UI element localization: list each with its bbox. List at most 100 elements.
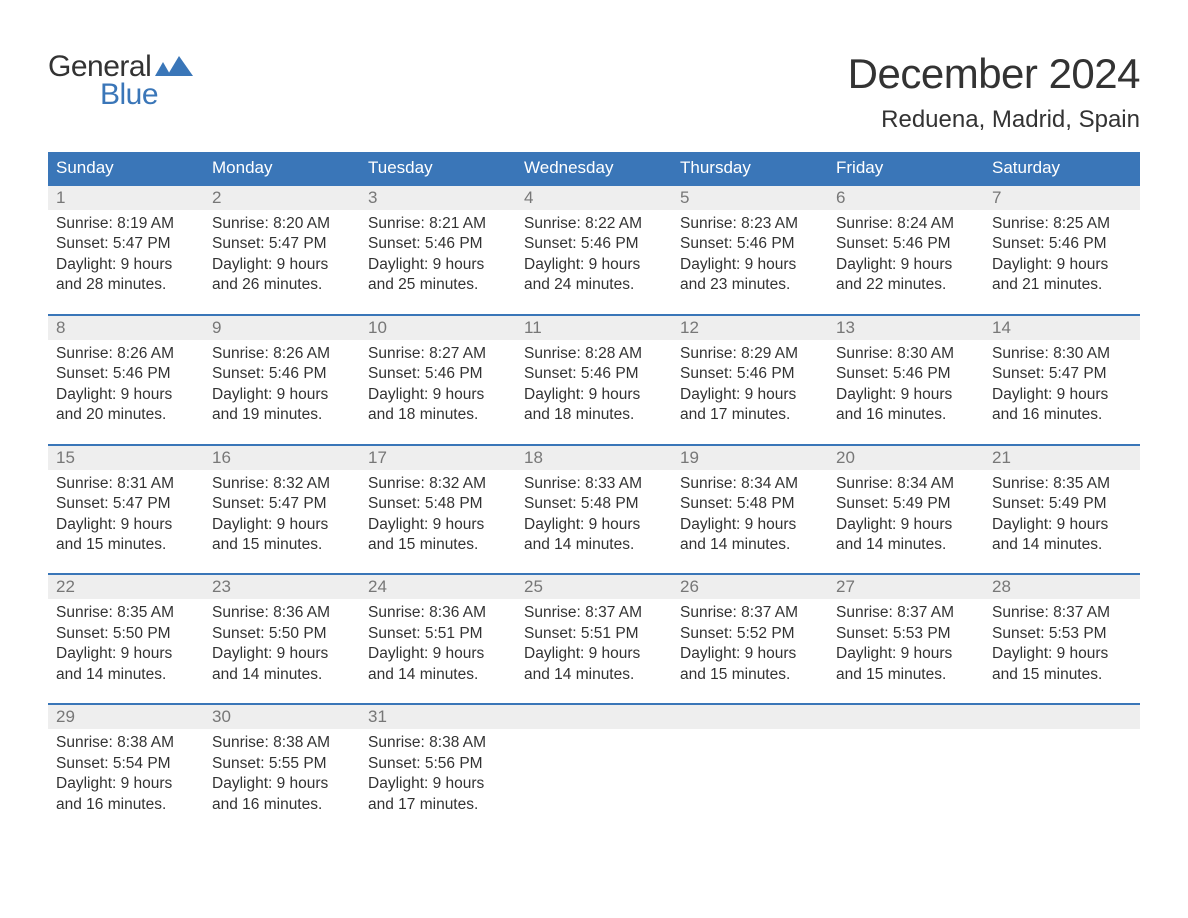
day-cell: Sunrise: 8:38 AMSunset: 5:56 PMDaylight:… (360, 729, 516, 815)
daylight-line: Daylight: 9 hours and 18 minutes. (524, 385, 664, 426)
daynum-row: 891011121314 (48, 316, 1140, 340)
daylight-line: Daylight: 9 hours and 14 minutes. (212, 644, 352, 685)
sunset-line: Sunset: 5:55 PM (212, 754, 352, 774)
sunset-line: Sunset: 5:56 PM (368, 754, 508, 774)
day-cell: Sunrise: 8:37 AMSunset: 5:52 PMDaylight:… (672, 599, 828, 685)
day-number: 19 (672, 446, 828, 470)
day-cell: Sunrise: 8:23 AMSunset: 5:46 PMDaylight:… (672, 210, 828, 296)
daylight-line: Daylight: 9 hours and 14 minutes. (56, 644, 196, 685)
day-cell: Sunrise: 8:36 AMSunset: 5:51 PMDaylight:… (360, 599, 516, 685)
day-number: 17 (360, 446, 516, 470)
day-header-cell: Thursday (672, 152, 828, 184)
day-cell: Sunrise: 8:26 AMSunset: 5:46 PMDaylight:… (204, 340, 360, 426)
sunrise-line: Sunrise: 8:33 AM (524, 474, 664, 494)
day-cell: Sunrise: 8:28 AMSunset: 5:46 PMDaylight:… (516, 340, 672, 426)
sunset-line: Sunset: 5:46 PM (992, 234, 1132, 254)
day-number: 3 (360, 186, 516, 210)
sunset-line: Sunset: 5:50 PM (56, 624, 196, 644)
day-body-row: Sunrise: 8:35 AMSunset: 5:50 PMDaylight:… (48, 599, 1140, 685)
sunrise-line: Sunrise: 8:30 AM (992, 344, 1132, 364)
sunrise-line: Sunrise: 8:29 AM (680, 344, 820, 364)
daylight-line: Daylight: 9 hours and 17 minutes. (368, 774, 508, 815)
day-number (672, 705, 828, 729)
sunset-line: Sunset: 5:52 PM (680, 624, 820, 644)
day-number: 6 (828, 186, 984, 210)
day-number: 18 (516, 446, 672, 470)
day-cell: Sunrise: 8:30 AMSunset: 5:46 PMDaylight:… (828, 340, 984, 426)
day-number: 2 (204, 186, 360, 210)
sunrise-line: Sunrise: 8:31 AM (56, 474, 196, 494)
day-cell: Sunrise: 8:30 AMSunset: 5:47 PMDaylight:… (984, 340, 1140, 426)
day-header-cell: Saturday (984, 152, 1140, 184)
sunset-line: Sunset: 5:49 PM (836, 494, 976, 514)
day-number: 10 (360, 316, 516, 340)
sunrise-line: Sunrise: 8:35 AM (992, 474, 1132, 494)
day-number: 25 (516, 575, 672, 599)
sunrise-line: Sunrise: 8:25 AM (992, 214, 1132, 234)
daylight-line: Daylight: 9 hours and 25 minutes. (368, 255, 508, 296)
sunset-line: Sunset: 5:49 PM (992, 494, 1132, 514)
day-cell (828, 729, 984, 815)
day-number: 27 (828, 575, 984, 599)
calendar-week: 891011121314Sunrise: 8:26 AMSunset: 5:46… (48, 314, 1140, 426)
day-number: 11 (516, 316, 672, 340)
sunrise-line: Sunrise: 8:36 AM (212, 603, 352, 623)
daynum-row: 293031 (48, 705, 1140, 729)
daylight-line: Daylight: 9 hours and 14 minutes. (368, 644, 508, 685)
day-header-cell: Tuesday (360, 152, 516, 184)
daylight-line: Daylight: 9 hours and 19 minutes. (212, 385, 352, 426)
sunset-line: Sunset: 5:51 PM (368, 624, 508, 644)
daylight-line: Daylight: 9 hours and 14 minutes. (836, 515, 976, 556)
sunrise-line: Sunrise: 8:22 AM (524, 214, 664, 234)
day-number: 20 (828, 446, 984, 470)
calendar-week: 22232425262728Sunrise: 8:35 AMSunset: 5:… (48, 573, 1140, 685)
sunrise-line: Sunrise: 8:23 AM (680, 214, 820, 234)
day-cell: Sunrise: 8:21 AMSunset: 5:46 PMDaylight:… (360, 210, 516, 296)
day-cell (672, 729, 828, 815)
day-body-row: Sunrise: 8:38 AMSunset: 5:54 PMDaylight:… (48, 729, 1140, 815)
sunset-line: Sunset: 5:48 PM (368, 494, 508, 514)
sunset-line: Sunset: 5:47 PM (56, 234, 196, 254)
day-number: 22 (48, 575, 204, 599)
daylight-line: Daylight: 9 hours and 14 minutes. (992, 515, 1132, 556)
sunrise-line: Sunrise: 8:35 AM (56, 603, 196, 623)
day-cell: Sunrise: 8:32 AMSunset: 5:48 PMDaylight:… (360, 470, 516, 556)
day-number: 14 (984, 316, 1140, 340)
calendar-week: 15161718192021Sunrise: 8:31 AMSunset: 5:… (48, 444, 1140, 556)
sunrise-line: Sunrise: 8:38 AM (368, 733, 508, 753)
sunrise-line: Sunrise: 8:28 AM (524, 344, 664, 364)
daylight-line: Daylight: 9 hours and 15 minutes. (680, 644, 820, 685)
day-number: 1 (48, 186, 204, 210)
day-cell: Sunrise: 8:27 AMSunset: 5:46 PMDaylight:… (360, 340, 516, 426)
sunrise-line: Sunrise: 8:37 AM (524, 603, 664, 623)
sunset-line: Sunset: 5:53 PM (836, 624, 976, 644)
day-cell: Sunrise: 8:38 AMSunset: 5:54 PMDaylight:… (48, 729, 204, 815)
daylight-line: Daylight: 9 hours and 14 minutes. (524, 515, 664, 556)
sunrise-line: Sunrise: 8:38 AM (56, 733, 196, 753)
calendar-week: 293031Sunrise: 8:38 AMSunset: 5:54 PMDay… (48, 703, 1140, 815)
header: General Blue December 2024 Reduena, Madr… (48, 50, 1140, 134)
sunset-line: Sunset: 5:53 PM (992, 624, 1132, 644)
sunset-line: Sunset: 5:47 PM (56, 494, 196, 514)
day-cell: Sunrise: 8:29 AMSunset: 5:46 PMDaylight:… (672, 340, 828, 426)
sunset-line: Sunset: 5:50 PM (212, 624, 352, 644)
daynum-row: 22232425262728 (48, 575, 1140, 599)
day-number: 16 (204, 446, 360, 470)
sunset-line: Sunset: 5:48 PM (524, 494, 664, 514)
day-header-row: SundayMondayTuesdayWednesdayThursdayFrid… (48, 152, 1140, 184)
sunset-line: Sunset: 5:46 PM (368, 234, 508, 254)
daylight-line: Daylight: 9 hours and 16 minutes. (836, 385, 976, 426)
sunset-line: Sunset: 5:47 PM (212, 234, 352, 254)
daylight-line: Daylight: 9 hours and 17 minutes. (680, 385, 820, 426)
sunrise-line: Sunrise: 8:26 AM (212, 344, 352, 364)
sunset-line: Sunset: 5:46 PM (836, 364, 976, 384)
page-title: December 2024 (848, 50, 1140, 98)
day-number: 5 (672, 186, 828, 210)
daylight-line: Daylight: 9 hours and 23 minutes. (680, 255, 820, 296)
day-body-row: Sunrise: 8:26 AMSunset: 5:46 PMDaylight:… (48, 340, 1140, 426)
sunset-line: Sunset: 5:46 PM (680, 364, 820, 384)
sunset-line: Sunset: 5:54 PM (56, 754, 196, 774)
day-number: 26 (672, 575, 828, 599)
day-cell (984, 729, 1140, 815)
day-header-cell: Monday (204, 152, 360, 184)
